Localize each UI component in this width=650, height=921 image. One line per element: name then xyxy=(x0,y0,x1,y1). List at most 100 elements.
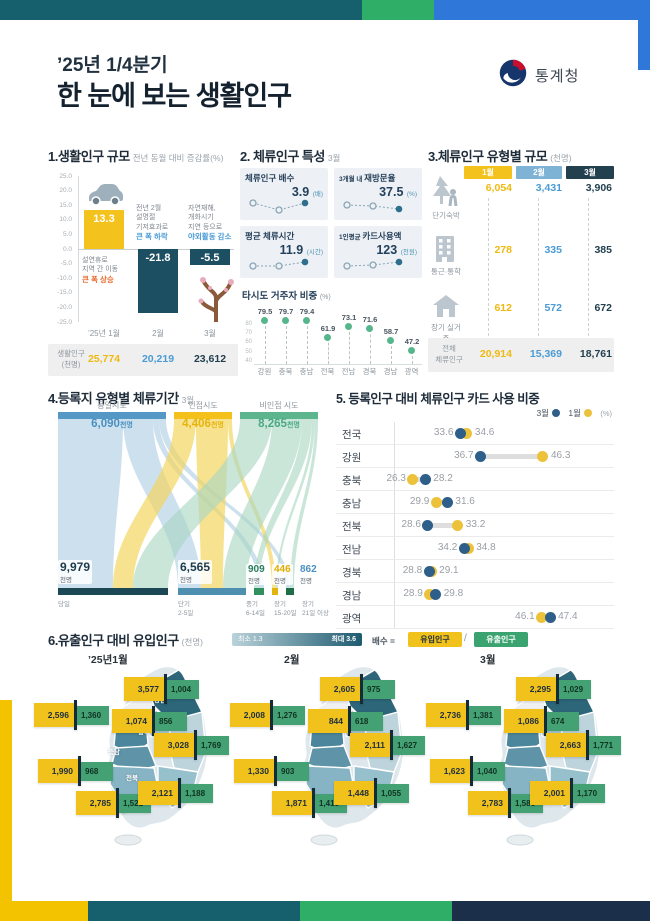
value-lodging-mar: 3,906 xyxy=(585,182,612,194)
axis-line xyxy=(394,468,395,490)
high-value: 28.2 xyxy=(433,473,453,484)
lollipop-stem xyxy=(306,321,308,364)
low-value: 33.6 xyxy=(433,427,454,438)
lollipop-dot xyxy=(261,317,268,325)
lollipop-value: 61.9 xyxy=(320,323,336,333)
value-longterm-mar: 672 xyxy=(594,302,612,314)
source-value-adjacent: 4,406천명 xyxy=(182,418,224,430)
lollipop-item: 79.5 강원 xyxy=(254,302,275,376)
lollipop-dot xyxy=(303,317,310,325)
low-value: 26.3 xyxy=(386,473,406,484)
flow-pair-경북: 3,028 1,769 xyxy=(154,730,229,760)
car-icon xyxy=(86,182,124,211)
outflow-value: 618 xyxy=(351,711,383,731)
column-chip-feb: 2월 xyxy=(516,166,562,179)
map-block-month-1: ’25년1월 강원충북충남전북전남경북경남 3,577 1,004 1,074 … xyxy=(34,652,240,864)
flow-pair-충북: 1,074 856 xyxy=(112,706,187,736)
agency-name: 통계청 xyxy=(535,68,580,85)
high-value: 33.2 xyxy=(465,519,486,530)
map-month-label: ’25년1월 xyxy=(88,654,128,666)
target-label-long21: 장기 21일 이상 xyxy=(302,601,329,618)
legend-january-dot xyxy=(583,409,592,417)
dumbbell-row: 경북 28.8 29.1 xyxy=(336,560,614,583)
axis-line xyxy=(394,422,395,444)
legend-march-label: 3월 xyxy=(536,408,550,418)
outflow-value: 1,381 xyxy=(469,705,501,725)
inflow-value: 3,577 xyxy=(124,677,164,701)
page-title: 한 눈에 보는 생활인구 xyxy=(57,81,292,111)
y-tick: 20.0 xyxy=(59,187,72,195)
y-tick: -5.0 xyxy=(60,260,72,268)
pair-divider xyxy=(116,788,119,818)
lollipop-item: 79.4 충남 xyxy=(296,302,317,376)
frame-left-yellow xyxy=(0,700,12,921)
outflow-value: 1,004 xyxy=(167,679,199,699)
lollipop-category: 경남 xyxy=(383,367,398,376)
frame-bottom-yellow xyxy=(0,901,88,921)
low-value: 28.9 xyxy=(403,588,423,599)
legend-march-dot xyxy=(552,409,561,417)
target-label-mid: 중기 6-14일 xyxy=(246,601,265,618)
region-label: 경북 xyxy=(342,567,362,579)
outflow-value: 1,055 xyxy=(377,783,409,803)
pair-divider xyxy=(348,706,351,736)
region-label: 전북 xyxy=(342,521,362,533)
outflow-value: 674 xyxy=(547,711,579,731)
flow-pair-강원: 2,605 975 xyxy=(320,674,395,704)
s3-total-band: 전체 체류인구 20,914 15,369 18,761 xyxy=(428,338,614,372)
inflow-value: 1,330 xyxy=(234,759,274,783)
january-dot xyxy=(430,497,442,508)
kpi-card: 평균 체류시간 11.9 (시간) xyxy=(240,226,328,278)
outflow-value: 1,276 xyxy=(273,705,305,725)
kpi-sparkline xyxy=(249,258,309,270)
outflow-value: 975 xyxy=(363,679,395,699)
target-value-short: 6,565 천명 xyxy=(178,560,213,584)
lollipop-value: 79.7 xyxy=(278,307,294,317)
x-label: 3월 xyxy=(204,329,216,338)
pair-divider xyxy=(508,788,511,818)
lollipop-stem xyxy=(285,321,287,364)
inflow-value: 2,663 xyxy=(546,733,586,757)
legend-unit: (%) xyxy=(600,409,612,418)
sankey-diagram xyxy=(58,412,318,595)
lollipop-dot xyxy=(387,336,394,344)
inflow-value: 2,111 xyxy=(350,733,390,757)
outflow-value: 1,170 xyxy=(573,783,605,803)
slash-divider: / xyxy=(464,633,467,644)
axis-line xyxy=(394,560,395,582)
dashed-guide xyxy=(488,198,489,336)
high-value: 34.6 xyxy=(474,427,495,438)
axis-line xyxy=(394,514,395,536)
lollipop-category: 광역 xyxy=(404,367,419,376)
value-commute-mar: 385 xyxy=(594,244,612,256)
lollipop-dot xyxy=(324,333,331,341)
outflow-value: 1,627 xyxy=(393,735,425,755)
lollipop-item: 61.9 전북 xyxy=(317,302,338,376)
lollipop-stem xyxy=(369,328,371,364)
january-dot xyxy=(537,451,549,462)
frame-bottom-teal xyxy=(88,901,300,921)
dashed-guide xyxy=(588,198,589,336)
pair-divider xyxy=(270,700,273,730)
dumbbell-row: 강원 36.7 46.3 xyxy=(336,445,614,468)
pair-divider xyxy=(164,674,167,704)
pair-divider xyxy=(74,700,77,730)
outflow-value: 968 xyxy=(81,761,113,781)
kpi-value: 3.9 (배) xyxy=(291,185,323,199)
lollipop-y-tick: 40 xyxy=(245,358,252,364)
kpi-card: 체류인구 배수 3.9 (배) xyxy=(240,168,328,220)
y-tick: 0.0 xyxy=(62,245,72,253)
region-label: 전국 xyxy=(342,429,362,441)
s1-footer-label: 생활인구 (천명) xyxy=(57,349,85,369)
source-value-nonadjacent: 8,265천명 xyxy=(258,418,300,430)
section-population-size: 1.생활인구 규모 전년 동월 대비 증감률(%) 25.0 20.0 15.0 10.… xyxy=(48,146,238,378)
lollipop-y-tick: 80 xyxy=(245,320,252,327)
kpi-label: 3개월 내 재방문율 xyxy=(339,173,396,183)
kpi-card: 1인평균 카드사용액 123 (천원) xyxy=(334,226,422,278)
march-dot xyxy=(458,543,470,554)
y-tick: -20.0 xyxy=(57,303,72,311)
target-value-long21: 862 천명 xyxy=(298,564,319,585)
pair-divider xyxy=(312,788,315,818)
value-commute-feb: 335 xyxy=(544,244,562,256)
flow-pair-충남: 2,736 1,381 xyxy=(426,700,501,730)
